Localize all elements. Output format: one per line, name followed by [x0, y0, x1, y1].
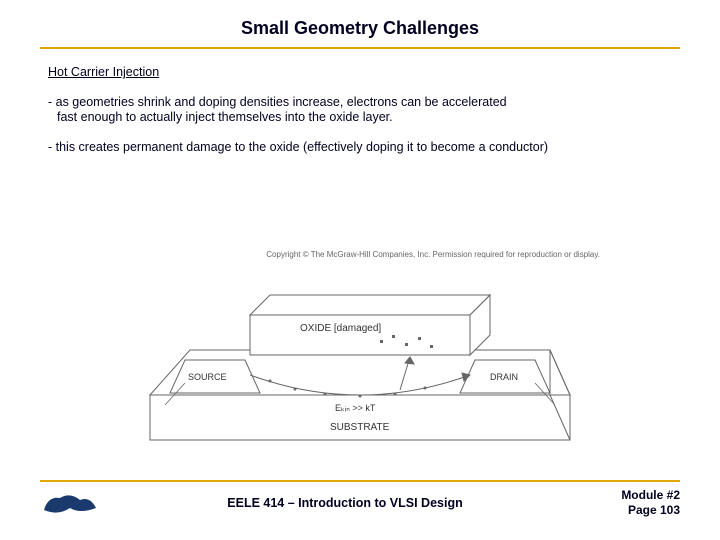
footer-page: Page 103 [590, 503, 680, 518]
slide-footer: EELE 414 – Introduction to VLSI Design M… [0, 480, 720, 540]
bullet-2-line1: - this creates permanent damage to the o… [48, 140, 548, 154]
label-drain: DRAIN [490, 372, 518, 382]
transistor-diagram: OXIDE [damaged] SOURCE DRAIN SUBSTRATE E… [130, 265, 590, 455]
footer-course: EELE 414 – Introduction to VLSI Design [100, 496, 590, 510]
label-substrate: SUBSTRATE [330, 422, 390, 433]
footer-module: Module #2 [590, 488, 680, 503]
section-subheading: Hot Carrier Injection [48, 65, 672, 81]
figure-copyright: Copyright © The McGraw-Hill Companies, I… [120, 250, 600, 259]
bullet-1: - as geometries shrink and doping densit… [48, 95, 672, 126]
bullet-2: - this creates permanent damage to the o… [48, 140, 672, 156]
figure-container: Copyright © The McGraw-Hill Companies, I… [120, 250, 600, 455]
slide-title: Small Geometry Challenges [0, 0, 720, 47]
bullet-1-line2: fast enough to actually inject themselve… [48, 110, 672, 126]
label-oxide: OXIDE [damaged] [300, 323, 381, 334]
bullet-1-line1: - as geometries shrink and doping densit… [48, 95, 507, 109]
label-source: SOURCE [188, 372, 227, 382]
content-area: Hot Carrier Injection - as geometries sh… [0, 49, 720, 156]
label-ekin: Eₖᵢₙ >> kT [335, 403, 376, 413]
university-logo-icon [40, 488, 100, 518]
footer-pageinfo: Module #2 Page 103 [590, 488, 680, 518]
